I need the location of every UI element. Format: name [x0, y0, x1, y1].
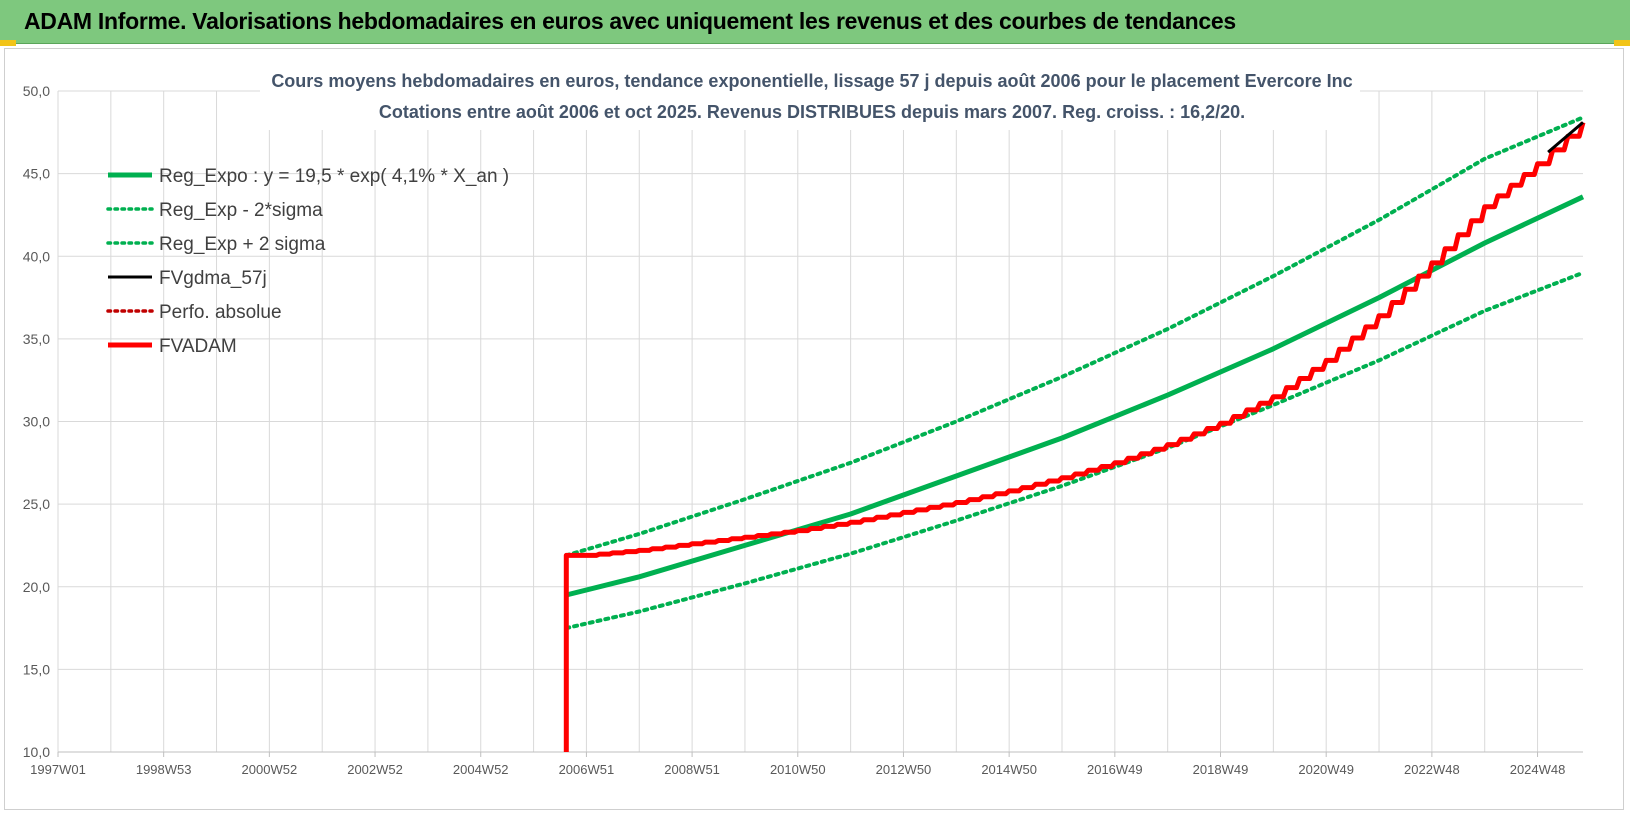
legend-label: FVADAM: [159, 336, 237, 357]
x-tick-label: 2022W48: [1404, 762, 1460, 777]
header-bar: ADAM Informe. Valorisations hebdomadaire…: [0, 0, 1630, 44]
y-tick-label: 35,0: [23, 331, 50, 347]
x-tick-label: 2014W50: [981, 762, 1037, 777]
series-lines: [563, 115, 1586, 752]
x-tick-label: 1998W53: [136, 762, 192, 777]
y-tick-label: 25,0: [23, 496, 50, 512]
page-title: ADAM Informe. Valorisations hebdomadaire…: [24, 8, 1236, 34]
x-tick-label: 1997W01: [30, 762, 86, 777]
x-tick-label: 2018W49: [1193, 762, 1249, 777]
series-line-5: [563, 121, 1586, 752]
x-tick-label: 2008W51: [664, 762, 720, 777]
legend-label: Reg_Exp + 2 sigma: [159, 234, 326, 255]
x-tick-label: 2004W52: [453, 762, 509, 777]
chart-frame: [4, 48, 1624, 810]
corner-mark: [1614, 40, 1630, 46]
y-tick-label: 10,0: [23, 744, 50, 760]
legend: Reg_Expo : y = 19,5 * exp( 4,1% * X_an )…: [106, 166, 509, 357]
series-line-3: [1547, 121, 1584, 154]
y-tick-label: 50,0: [23, 83, 50, 99]
x-tick-label: 2006W51: [559, 762, 615, 777]
x-tick-label: 2024W48: [1510, 762, 1566, 777]
series-line-0: [565, 194, 1585, 598]
legend-label: Reg_Expo : y = 19,5 * exp( 4,1% * X_an ): [159, 166, 509, 187]
x-axis-ticks: 1997W01 1998W53 2000W52 2002W52 2004W52 2006W…: [30, 752, 1565, 777]
x-tick-label: 2000W52: [242, 762, 298, 777]
y-tick-label: 15,0: [23, 661, 50, 677]
legend-label: Reg_Exp - 2*sigma: [159, 200, 323, 221]
legend-label: Perfo. absolue: [159, 302, 282, 323]
corner-mark: [0, 40, 16, 46]
x-tick-label: 2010W50: [770, 762, 826, 777]
y-tick-label: 30,0: [23, 414, 50, 430]
x-tick-label: 2012W50: [876, 762, 932, 777]
grid-lines: [57, 90, 1583, 753]
x-tick-label: 2020W49: [1298, 762, 1354, 777]
chart-title-background: [260, 64, 1360, 130]
x-tick-label: 2016W49: [1087, 762, 1143, 777]
series-line-2: [564, 115, 1585, 558]
y-tick-label: 45,0: [23, 166, 50, 182]
chart-title-line-2: Cotations entre août 2006 et oct 2025. R…: [379, 102, 1245, 122]
series-line-1: [564, 270, 1585, 631]
chart-title-line-1: Cours moyens hebdomadaires en euros, ten…: [271, 71, 1352, 91]
x-tick-label: 2002W52: [347, 762, 403, 777]
y-axis-ticks: 10,0 15,0 20,0 25,0 30,0 35,0 40,0 45,0 50,0: [23, 83, 50, 760]
y-tick-label: 40,0: [23, 248, 50, 264]
legend-label: FVgdma_57j: [159, 268, 267, 289]
y-tick-label: 20,0: [23, 579, 50, 595]
